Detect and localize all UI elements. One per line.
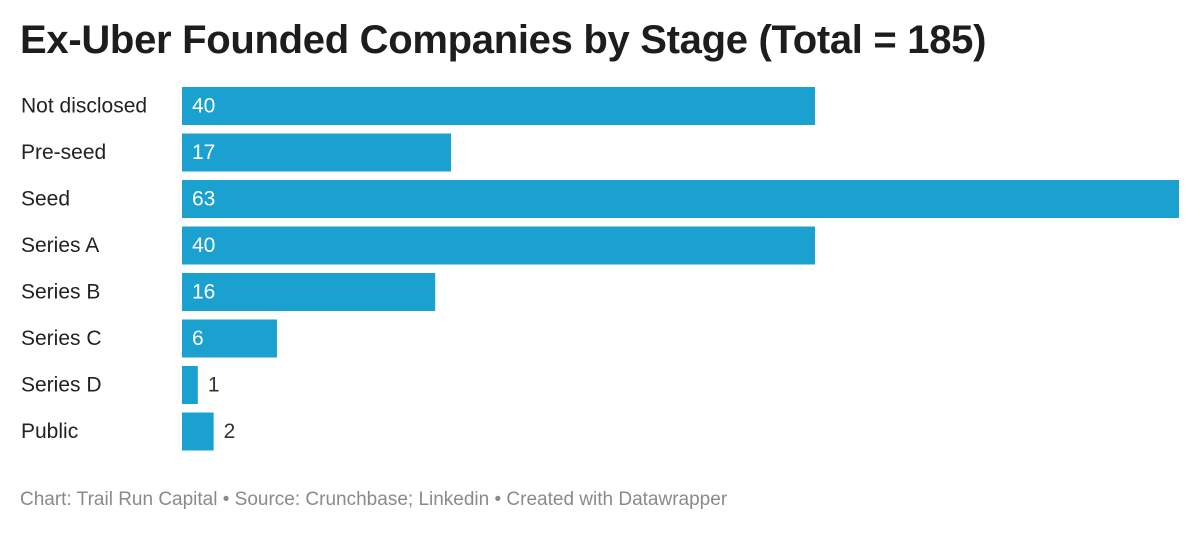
bar-not-disclosed: [182, 87, 816, 125]
category-label-series-d: Series D: [21, 374, 102, 397]
category-label-series-b: Series B: [21, 281, 100, 304]
chart-footer: Chart: Trail Run Capital • Source: Crunc…: [20, 489, 728, 510]
chart-title: Ex-Uber Founded Companies by Stage (Tota…: [20, 18, 987, 62]
value-label-series-b: 16: [192, 281, 215, 304]
category-label-not-disclosed: Not disclosed: [21, 95, 147, 118]
bar-series-b: [182, 273, 436, 311]
category-label-public: Public: [21, 420, 78, 443]
value-label-series-d: 1: [208, 374, 220, 397]
bar-chart: Not disclosed 40 Pre-seed 17 Seed 63 Series A 4…: [21, 87, 1179, 451]
bar-pre-seed: [182, 133, 452, 172]
value-label-pre-seed: 17: [192, 141, 215, 164]
bar-series-c: [182, 319, 277, 358]
bar-public: [182, 412, 214, 451]
bar-series-d: [182, 366, 198, 404]
category-label-seed: Seed: [21, 188, 70, 211]
value-label-seed: 63: [192, 188, 215, 211]
value-label-public: 2: [224, 420, 236, 443]
bar-seed: [182, 180, 1179, 218]
category-label-series-a: Series A: [21, 234, 99, 257]
value-label-series-a: 40: [192, 234, 215, 257]
value-label-series-c: 6: [192, 327, 204, 350]
category-label-pre-seed: Pre-seed: [21, 141, 106, 164]
category-label-series-c: Series C: [21, 327, 102, 350]
value-label-not-disclosed: 40: [192, 95, 215, 118]
bar-series-a: [182, 226, 816, 265]
